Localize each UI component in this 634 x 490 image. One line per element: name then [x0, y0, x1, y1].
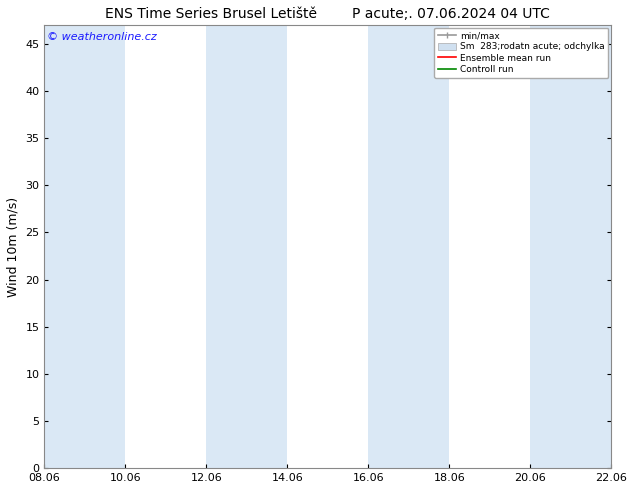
Bar [247, 25, 287, 468]
Bar [85, 25, 126, 468]
Bar [571, 25, 611, 468]
Bar [450, 25, 489, 468]
Bar [166, 25, 207, 468]
Text: © weatheronline.cz: © weatheronline.cz [48, 31, 157, 42]
Bar [207, 25, 247, 468]
Bar [44, 25, 85, 468]
Bar [489, 25, 530, 468]
Bar [409, 25, 450, 468]
Y-axis label: Wind 10m (m/s): Wind 10m (m/s) [7, 196, 20, 296]
Bar [287, 25, 328, 468]
Bar [530, 25, 571, 468]
Bar [126, 25, 166, 468]
Bar [328, 25, 368, 468]
Legend: min/max, Sm  283;rodatn acute; odchylka, Ensemble mean run, Controll run: min/max, Sm 283;rodatn acute; odchylka, … [434, 27, 609, 77]
Title: ENS Time Series Brusel Letiště        P acute;. 07.06.2024 04 UTC: ENS Time Series Brusel Letiště P acute;.… [105, 7, 550, 21]
Bar [368, 25, 409, 468]
